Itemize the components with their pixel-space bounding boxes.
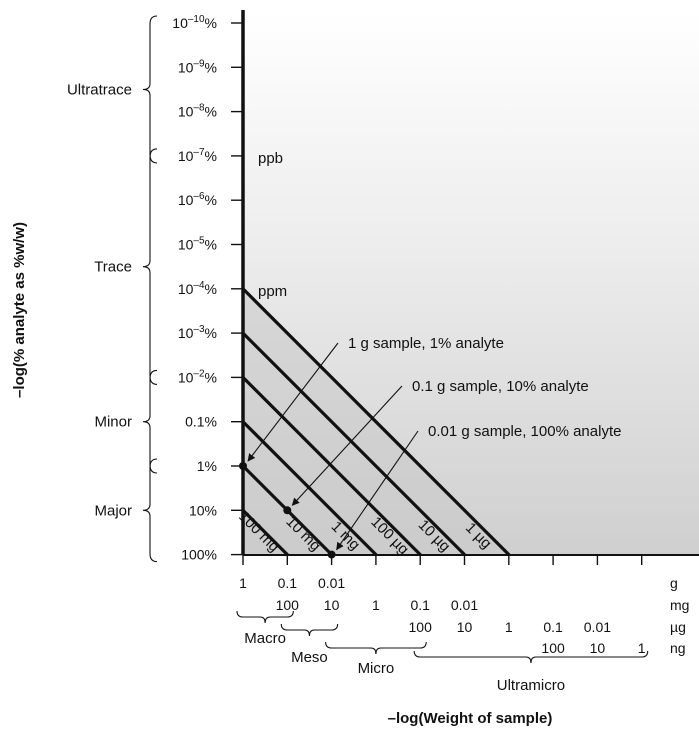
y-tick-label: 10–9% — [178, 58, 217, 75]
analyte-category-label: Major — [94, 502, 132, 519]
x-tick-label: 10 — [590, 640, 606, 656]
analyte-category-label: Minor — [94, 414, 132, 431]
annotation-arrow — [291, 385, 403, 506]
sample-category-label: Meso — [291, 649, 328, 666]
ppb-label: ppb — [258, 150, 283, 167]
y-tick-label: 10–10% — [172, 14, 217, 31]
y-tick-label: 10–2% — [178, 368, 217, 385]
x-tick-label: 0.01 — [318, 575, 345, 591]
x-tick-label: 0.1 — [543, 619, 563, 635]
diagonal-line — [241, 376, 422, 557]
sample-category-label: Macro — [244, 630, 286, 647]
diagonal-line — [241, 420, 378, 557]
x-tick-label: 1 — [638, 640, 646, 656]
annotation-label: 0.01 g sample, 100% analyte — [428, 423, 621, 440]
annotation-label: 1 g sample, 1% analyte — [348, 335, 504, 352]
sample-category-label: Micro — [358, 660, 395, 677]
category-brace — [142, 369, 158, 474]
x-tick-label: 1 — [505, 619, 513, 635]
x-axis-title: –log(Weight of sample) — [388, 710, 553, 727]
y-tick-label: 0.1% — [185, 414, 217, 430]
y-tick-label: 1% — [197, 458, 217, 474]
sample-category-label: Ultramicro — [497, 677, 565, 694]
x-tick-label: 1 — [372, 597, 380, 613]
annotation-arrow — [247, 342, 339, 462]
ppm-label: ppm — [258, 283, 287, 300]
category-brace — [142, 458, 158, 563]
diagonal-line — [241, 287, 511, 557]
sample-brace — [325, 641, 427, 655]
x-tick-label: 10 — [324, 597, 340, 613]
y-tick-label: 10–7% — [178, 147, 217, 164]
annotation-arrow — [336, 430, 419, 551]
x-tick-label: 0.1 — [278, 575, 298, 591]
y-axis-title: –log(% analyte as %w/w) — [11, 222, 28, 398]
category-brace — [142, 148, 158, 385]
y-tick-label: 10–4% — [178, 280, 217, 297]
x-unit-label: µg — [670, 619, 686, 635]
diagonal-line — [241, 509, 289, 557]
sample-brace — [236, 610, 294, 624]
category-brace — [142, 15, 158, 164]
diagonal-line — [241, 331, 467, 557]
x-tick-label: 1 — [239, 575, 247, 591]
analyte-category-label: Ultratrace — [67, 81, 132, 98]
y-tick-label: 100% — [181, 547, 217, 563]
x-unit-label: mg — [670, 597, 689, 613]
annotation-label: 0.1 g sample, 10% analyte — [412, 378, 589, 395]
x-unit-label: g — [670, 575, 678, 591]
x-tick-label: 0.01 — [584, 619, 611, 635]
sample-brace — [280, 623, 339, 637]
y-tick-label: 10–5% — [178, 236, 217, 253]
sample-brace — [413, 650, 649, 664]
x-tick-label: 10 — [457, 619, 473, 635]
y-tick-label: 10–8% — [178, 103, 217, 120]
x-tick-label: 100 — [409, 619, 433, 635]
x-unit-label: ng — [670, 640, 686, 656]
y-tick-label: 10–6% — [178, 191, 217, 208]
x-tick-label: 100 — [276, 597, 300, 613]
y-tick-label: 10% — [189, 502, 217, 518]
analyte-category-label: Trace — [94, 259, 132, 276]
x-tick-label: 100 — [541, 640, 565, 656]
x-tick-label: 0.1 — [410, 597, 430, 613]
annotation-point — [283, 506, 292, 515]
x-tick-label: 0.01 — [451, 597, 478, 613]
y-tick-label: 10–3% — [178, 324, 217, 341]
